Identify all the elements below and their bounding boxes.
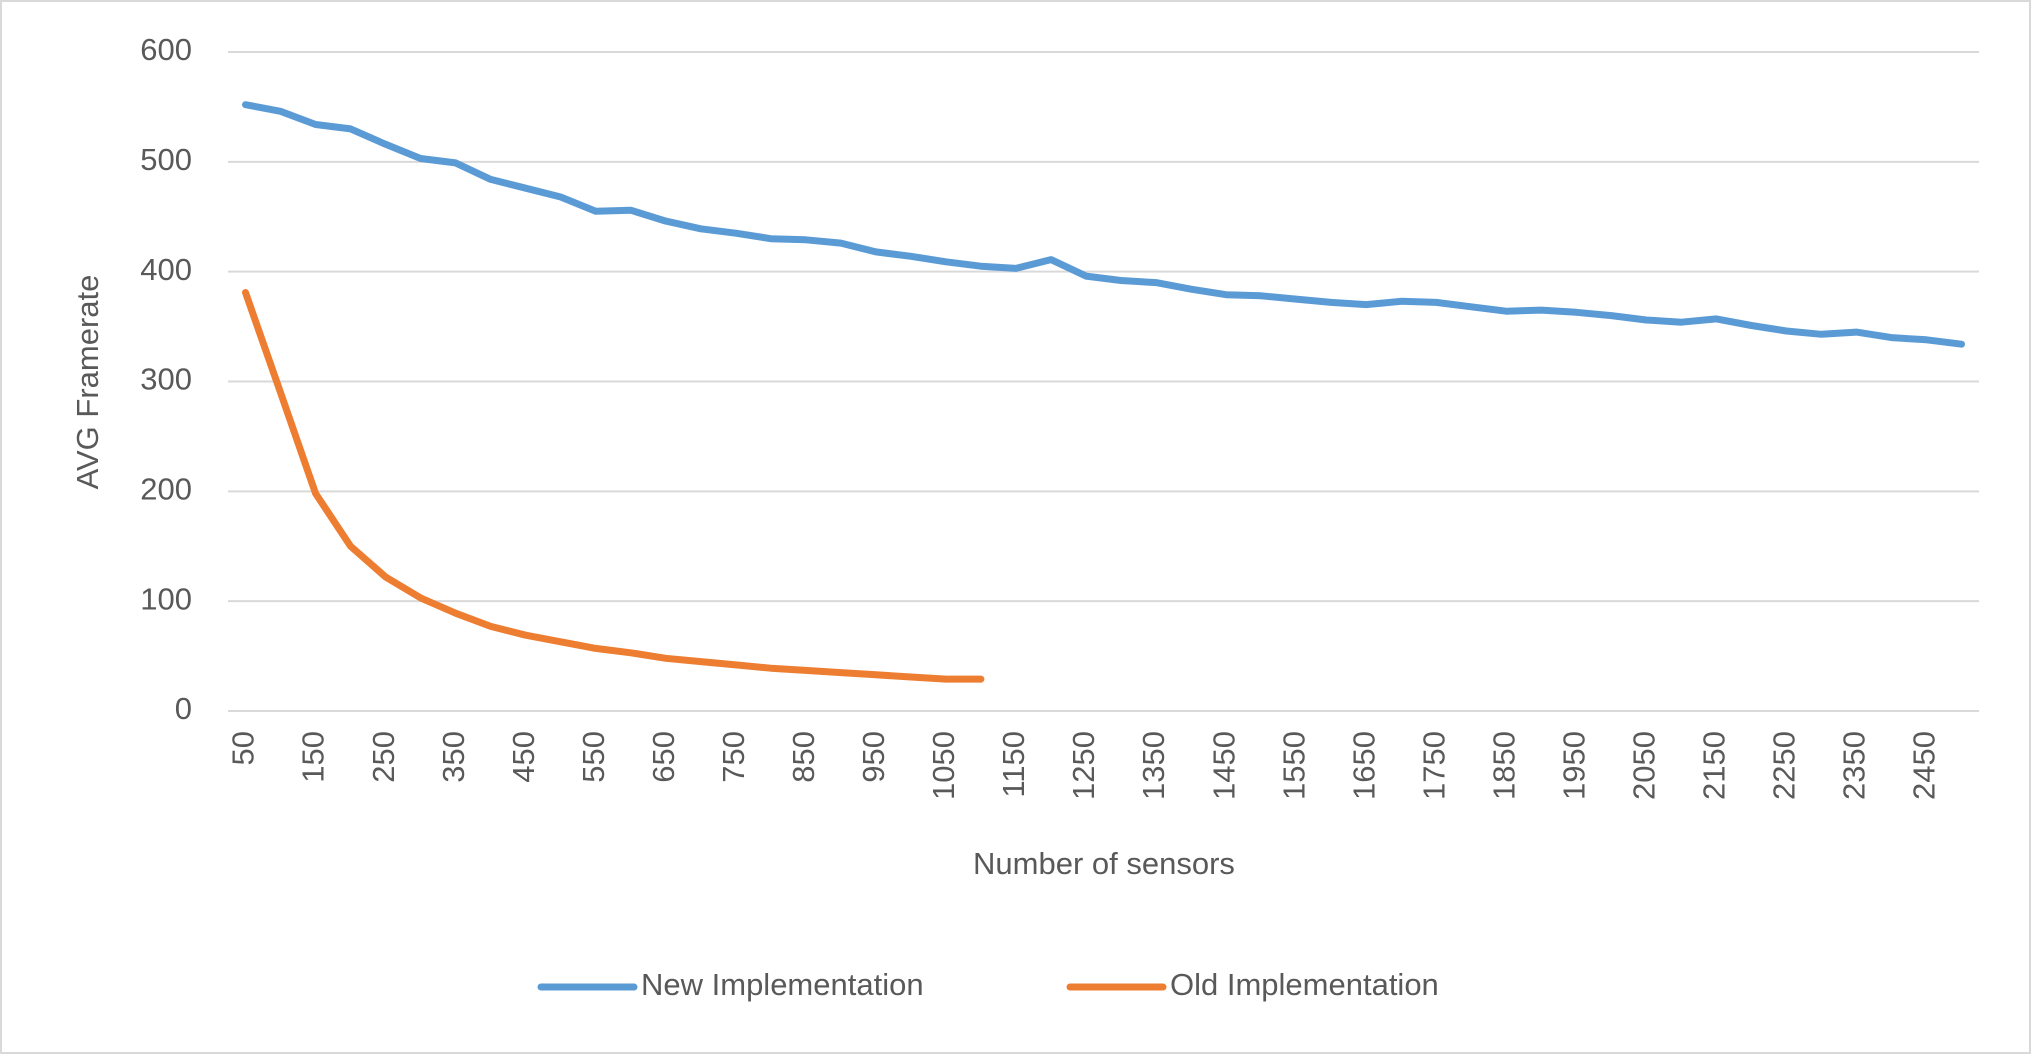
y-tick-label: 400 xyxy=(140,252,192,287)
x-tick-label: 650 xyxy=(646,731,681,783)
x-tick-label: 1350 xyxy=(1136,731,1171,800)
x-tick-label: 1750 xyxy=(1416,731,1451,800)
x-tick-label: 1850 xyxy=(1486,731,1521,800)
x-tick-label: 1250 xyxy=(1066,731,1101,800)
line-series xyxy=(242,101,1965,348)
legend-label: New Implementation xyxy=(641,967,924,1002)
x-tick-label: 1150 xyxy=(996,731,1031,798)
y-tick-label: 100 xyxy=(140,581,192,616)
x-tick-label: 850 xyxy=(786,731,821,783)
x-tick-label: 2450 xyxy=(1907,731,1942,800)
x-tick-label: 2350 xyxy=(1837,731,1872,800)
y-tick-label: 200 xyxy=(140,472,192,507)
y-axis-title: AVG Framerate xyxy=(70,275,105,490)
x-tick-label: 1650 xyxy=(1346,731,1381,800)
y-tick-label: 600 xyxy=(140,32,192,67)
x-axis-title: Number of sensors xyxy=(973,846,1235,881)
x-tick-label: 550 xyxy=(576,731,611,783)
x-tick-label: 450 xyxy=(506,731,541,783)
legend-label: Old Implementation xyxy=(1170,967,1439,1002)
x-tick-label: 2150 xyxy=(1697,731,1732,800)
y-tick-label: 0 xyxy=(175,691,192,726)
x-tick-label: 950 xyxy=(856,731,891,783)
x-tick-label: 2250 xyxy=(1767,731,1802,800)
x-tick-label: 50 xyxy=(226,731,261,765)
x-tick-label: 1050 xyxy=(926,731,961,800)
x-tick-label: 1550 xyxy=(1276,731,1311,800)
x-tick-label: 1950 xyxy=(1556,731,1591,800)
x-tick-label: 350 xyxy=(436,731,471,783)
line-series xyxy=(242,289,985,683)
x-tick-label: 250 xyxy=(366,731,401,783)
x-tick-label: 150 xyxy=(296,731,331,783)
x-tick-label: 750 xyxy=(716,731,751,783)
x-tick-label: 1450 xyxy=(1206,731,1241,800)
y-tick-label: 300 xyxy=(140,362,192,397)
x-tick-label: 2050 xyxy=(1626,731,1661,800)
y-tick-label: 500 xyxy=(140,142,192,177)
